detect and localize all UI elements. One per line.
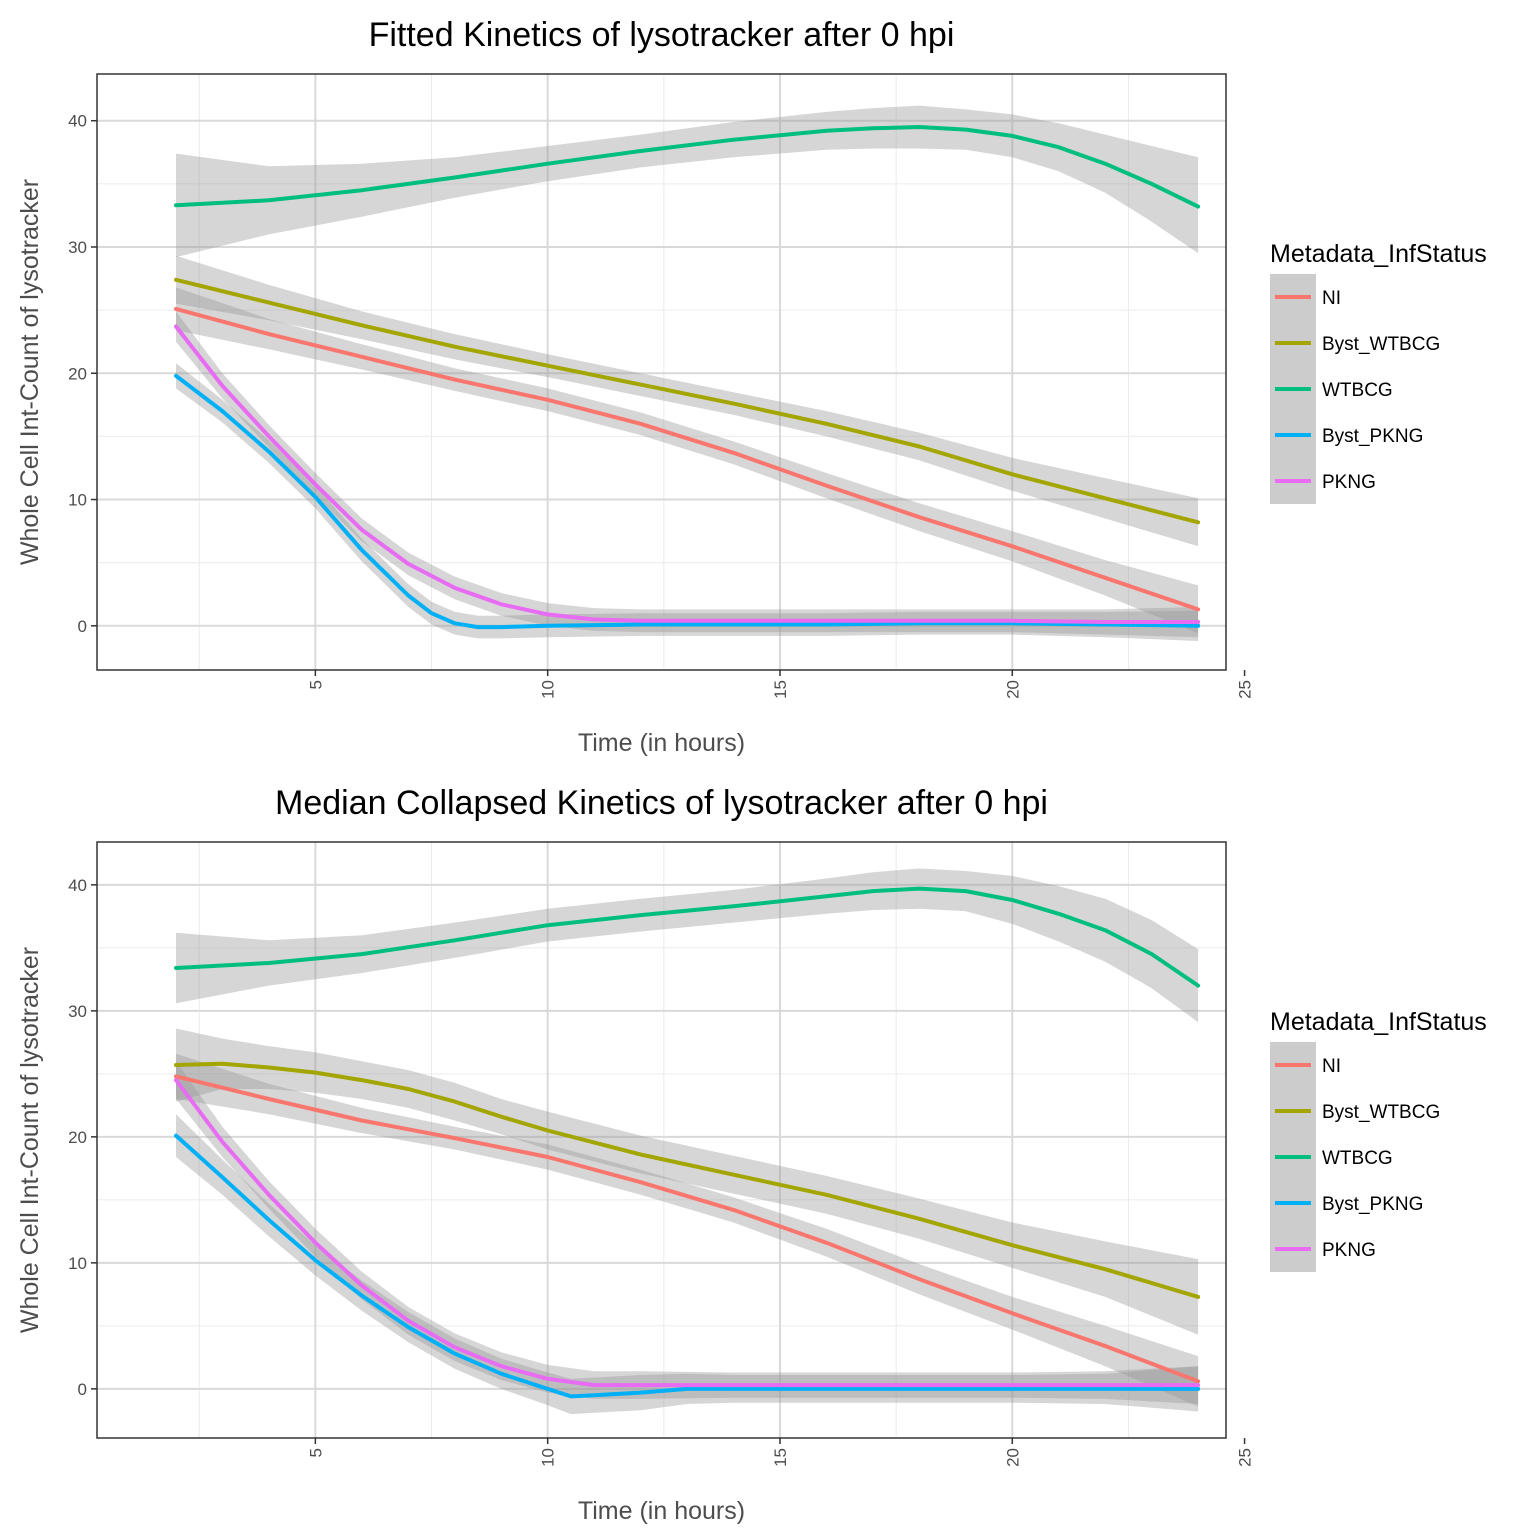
- legend-label: Byst_PKNG: [1322, 1194, 1423, 1215]
- y-tick-label: 10: [68, 1254, 87, 1273]
- legend-item-byst-pkng: Byst_PKNG: [1270, 1180, 1423, 1226]
- x-tick-label: 15: [771, 1448, 790, 1467]
- confidence-band-byst-wtbcg: [176, 1028, 1199, 1335]
- x-tick-label: 25: [1236, 1448, 1255, 1467]
- legend-label: PKNG: [1322, 472, 1376, 493]
- series-line-pkng: [174, 1078, 1201, 1388]
- plot-border: [96, 73, 1227, 671]
- legend-item-byst-pkng: Byst_PKNG: [1270, 412, 1423, 458]
- x-axis-title: Time (in hours): [578, 1497, 745, 1525]
- plot-background: [97, 74, 1226, 670]
- legend-item-byst-wtbcg: Byst_WTBCG: [1270, 1088, 1440, 1134]
- legend-label: PKNG: [1322, 1240, 1376, 1261]
- series-line-byst-wtbcg: [174, 1061, 1201, 1299]
- series-line-byst-wtbcg: [174, 277, 1201, 525]
- legend: Metadata_InfStatus NI Byst_WTBCG WTBCG Byst_…: [1270, 240, 1487, 504]
- x-tick-label: 10: [539, 1448, 558, 1467]
- series-line-wtbcg: [174, 886, 1201, 988]
- series-line-pkng: [174, 324, 1201, 624]
- x-tick-label: 20: [1003, 1448, 1022, 1467]
- legend-label: WTBCG: [1322, 1148, 1393, 1169]
- legend-label: NI: [1322, 288, 1341, 309]
- y-tick-label: 30: [68, 238, 87, 257]
- x-tick-label: 5: [306, 1448, 325, 1457]
- legend-label: WTBCG: [1322, 380, 1393, 401]
- x-tick-label: 25: [1236, 680, 1255, 699]
- data-layer: [174, 105, 1201, 641]
- y-tick-label: 0: [78, 617, 87, 636]
- y-axis-title: Whole Cell Int-Count of lysotracker: [16, 947, 44, 1333]
- y-tick-label: 0: [78, 1380, 87, 1399]
- legend-label: NI: [1322, 1056, 1341, 1077]
- x-tick-label: 5: [306, 680, 325, 689]
- y-tick-label: 10: [68, 491, 87, 510]
- legend-item-pkng: PKNG: [1270, 1226, 1376, 1272]
- confidence-band-byst-pkng: [176, 363, 1199, 641]
- confidence-band-ni: [176, 1053, 1199, 1407]
- y-tick-label: 40: [68, 876, 87, 895]
- series-line-byst-pkng: [174, 1133, 1201, 1399]
- legend-label: Byst_WTBCG: [1322, 334, 1440, 355]
- chart-1: Fitted Kinetics of lysotracker after 0 h…: [16, 16, 1487, 757]
- legend-item-wtbcg: WTBCG: [1270, 366, 1393, 412]
- series-line-wtbcg: [174, 125, 1201, 209]
- legend-item-byst-wtbcg: Byst_WTBCG: [1270, 320, 1440, 366]
- y-tick-label: 40: [68, 112, 87, 131]
- confidence-band-wtbcg: [176, 868, 1199, 1023]
- legend-item-ni: NI: [1270, 274, 1341, 320]
- series-line-ni: [174, 1074, 1201, 1384]
- legend-item-ni: NI: [1270, 1042, 1341, 1088]
- plot-border: [96, 841, 1227, 1439]
- chart-2: Median Collapsed Kinetics of lysotracker…: [16, 784, 1487, 1525]
- chart-title: Median Collapsed Kinetics of lysotracker…: [275, 784, 1048, 822]
- data-layer: [174, 868, 1201, 1415]
- y-tick-label: 20: [68, 1128, 87, 1147]
- y-tick-label: 20: [68, 364, 87, 383]
- x-tick-label: 20: [1003, 680, 1022, 699]
- chart-title: Fitted Kinetics of lysotracker after 0 h…: [369, 16, 955, 54]
- legend-label: Byst_PKNG: [1322, 426, 1423, 447]
- y-tick-label: 30: [68, 1002, 87, 1021]
- legend-label: Byst_WTBCG: [1322, 1102, 1440, 1123]
- legend-item-wtbcg: WTBCG: [1270, 1134, 1393, 1180]
- grid: [97, 842, 1226, 1438]
- series-line-byst-pkng: [174, 373, 1201, 630]
- x-tick-label: 10: [539, 680, 558, 699]
- series-line-ni: [174, 306, 1201, 612]
- plot-background: [97, 842, 1226, 1438]
- x-tick-label: 15: [771, 680, 790, 699]
- confidence-band-wtbcg: [176, 105, 1199, 258]
- confidence-band-byst-wtbcg: [176, 255, 1199, 547]
- x-axis-title: Time (in hours): [578, 729, 745, 757]
- legend: Metadata_InfStatus NI Byst_WTBCG WTBCG Byst_…: [1270, 1008, 1487, 1272]
- legend-item-pkng: PKNG: [1270, 458, 1376, 504]
- y-axis-title: Whole Cell Int-Count of lysotracker: [16, 179, 44, 565]
- legend-title: Metadata_InfStatus: [1270, 240, 1487, 268]
- legend-title: Metadata_InfStatus: [1270, 1008, 1487, 1036]
